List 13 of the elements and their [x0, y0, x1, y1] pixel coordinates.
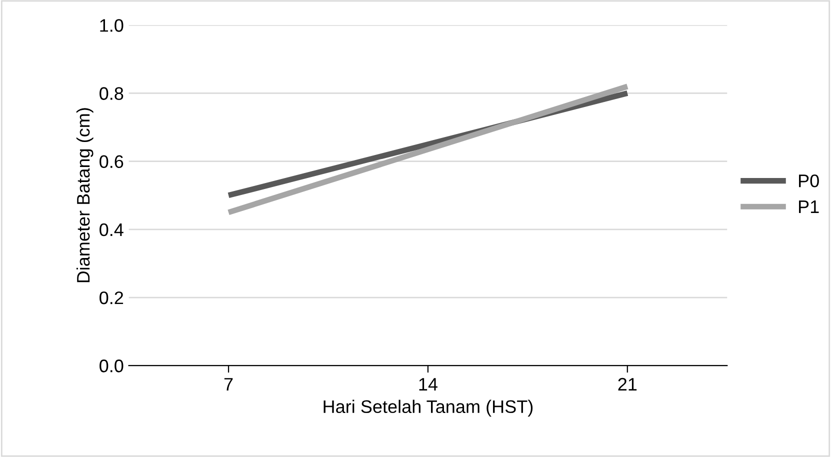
- y-tick-label: 1.0: [100, 19, 124, 32]
- x-axis-title: Hari Setelah Tanam (HST): [324, 400, 533, 417]
- y-axis-title: Diameter Batang (cm): [76, 108, 94, 282]
- legend-label: P0: [799, 174, 819, 188]
- x-tick-label: 14: [419, 378, 438, 390]
- y-tick-label: 0.4: [100, 223, 124, 236]
- y-tick-label: 0.2: [100, 291, 124, 304]
- x-tick-label: 7: [224, 378, 233, 390]
- x-tick-label: 21: [618, 378, 637, 390]
- legend-label: P1: [799, 200, 819, 213]
- y-tick-label: 0.0: [100, 360, 124, 372]
- y-tick-label: 0.6: [100, 155, 124, 168]
- y-tick-label: 0.8: [100, 87, 124, 100]
